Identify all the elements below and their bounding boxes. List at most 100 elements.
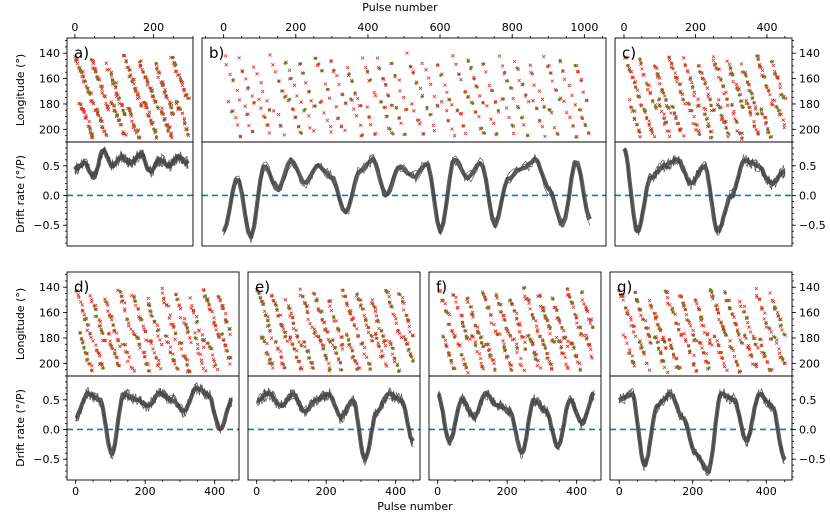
cross-marker: [124, 133, 128, 137]
cross-marker: [492, 358, 496, 362]
cross-marker: [782, 122, 787, 127]
cross-marker: [80, 303, 84, 307]
cross-marker: [443, 338, 448, 343]
cross-marker: [633, 80, 638, 84]
cross-marker: [281, 89, 285, 93]
cross-marker: [564, 110, 569, 115]
lon-tick-label: 180: [39, 98, 60, 111]
cross-marker: [184, 322, 189, 326]
cross-marker: [277, 79, 281, 83]
dot-marker: [719, 350, 723, 354]
dot-marker: [322, 347, 326, 351]
drift-tick-label: 0.5: [799, 394, 817, 407]
cross-marker: [658, 329, 663, 333]
cross-marker: [138, 346, 142, 350]
cross-marker: [769, 330, 774, 334]
cross-marker: [487, 347, 492, 352]
cross-marker: [538, 366, 543, 370]
cross-marker: [261, 302, 266, 307]
cross-marker: [303, 81, 308, 85]
cross-marker: [340, 335, 344, 339]
cross-marker: [161, 80, 165, 84]
cross-marker: [82, 313, 87, 317]
cross-marker: [578, 326, 583, 330]
cross-marker: [168, 350, 172, 354]
longitude-scatter: [437, 285, 595, 375]
cross-marker: [667, 55, 671, 59]
cross-marker: [122, 132, 127, 136]
drift-tick-label: 0.0: [43, 423, 61, 436]
cross-marker: [327, 361, 331, 366]
cross-marker: [364, 323, 369, 327]
plot-area: a) 0 200 140 160 180 200 0.5 0.0 −0.5 Longitude (°…: [14, 21, 826, 498]
cross-marker: [570, 301, 574, 306]
cross-marker: [126, 359, 130, 364]
cross-marker: [288, 314, 292, 318]
cross-marker: [210, 353, 215, 357]
cross-marker: [532, 83, 536, 87]
cross-marker: [759, 337, 763, 342]
cross-marker: [447, 312, 452, 317]
cross-marker: [347, 337, 351, 341]
dot-marker: [671, 352, 676, 356]
cross-marker: [495, 296, 499, 300]
cross-marker: [704, 351, 709, 356]
cross-marker: [715, 338, 719, 343]
cross-marker: [473, 324, 478, 328]
cross-marker: [705, 367, 710, 371]
cross-marker: [456, 306, 460, 310]
cross-marker: [477, 114, 481, 119]
cross-marker: [438, 288, 443, 293]
cross-marker: [353, 92, 357, 96]
dot-marker: [499, 310, 503, 314]
cross-marker: [718, 350, 723, 355]
cross-marker: [712, 63, 717, 67]
cross-marker: [285, 339, 289, 343]
cross-marker: [716, 98, 721, 102]
cross-marker: [560, 326, 564, 331]
cross-marker: [564, 362, 568, 367]
cross-marker: [103, 129, 107, 133]
cross-marker: [655, 66, 659, 71]
cross-marker: [114, 331, 119, 335]
cross-marker: [107, 67, 111, 72]
cross-marker: [548, 331, 552, 336]
cross-marker: [210, 309, 214, 314]
cross-marker: [204, 369, 208, 373]
cross-marker: [231, 109, 235, 113]
cross-marker: [669, 346, 673, 350]
cross-marker: [484, 70, 488, 74]
cross-marker: [97, 354, 102, 358]
cross-marker: [447, 353, 451, 358]
cross-marker: [311, 291, 315, 295]
cross-marker: [82, 346, 86, 351]
dot-marker: [347, 72, 351, 76]
dot-marker: [773, 335, 777, 339]
cross-marker: [407, 324, 412, 329]
cross-marker: [774, 341, 779, 345]
cross-marker: [522, 123, 526, 127]
cross-marker: [727, 132, 731, 136]
cross-marker: [207, 307, 212, 311]
dot-marker: [168, 102, 172, 106]
cross-marker: [766, 88, 771, 92]
cross-marker: [133, 303, 138, 308]
cross-marker: [514, 311, 519, 316]
cross-marker: [224, 320, 228, 324]
dot-marker: [306, 311, 310, 315]
cross-marker: [712, 334, 716, 338]
cross-marker: [582, 302, 586, 306]
cross-marker: [368, 367, 372, 372]
cross-marker: [271, 366, 275, 370]
cross-marker: [373, 306, 378, 310]
cross-marker: [469, 305, 474, 309]
cross-marker: [303, 344, 307, 349]
cross-marker: [520, 83, 524, 87]
cross-marker: [148, 308, 152, 313]
cross-marker: [515, 350, 519, 355]
cross-marker: [440, 298, 444, 303]
cross-marker: [157, 358, 161, 363]
cross-marker: [632, 364, 637, 368]
cross-marker: [144, 338, 148, 342]
drift-tick-label: 0.5: [43, 160, 61, 173]
